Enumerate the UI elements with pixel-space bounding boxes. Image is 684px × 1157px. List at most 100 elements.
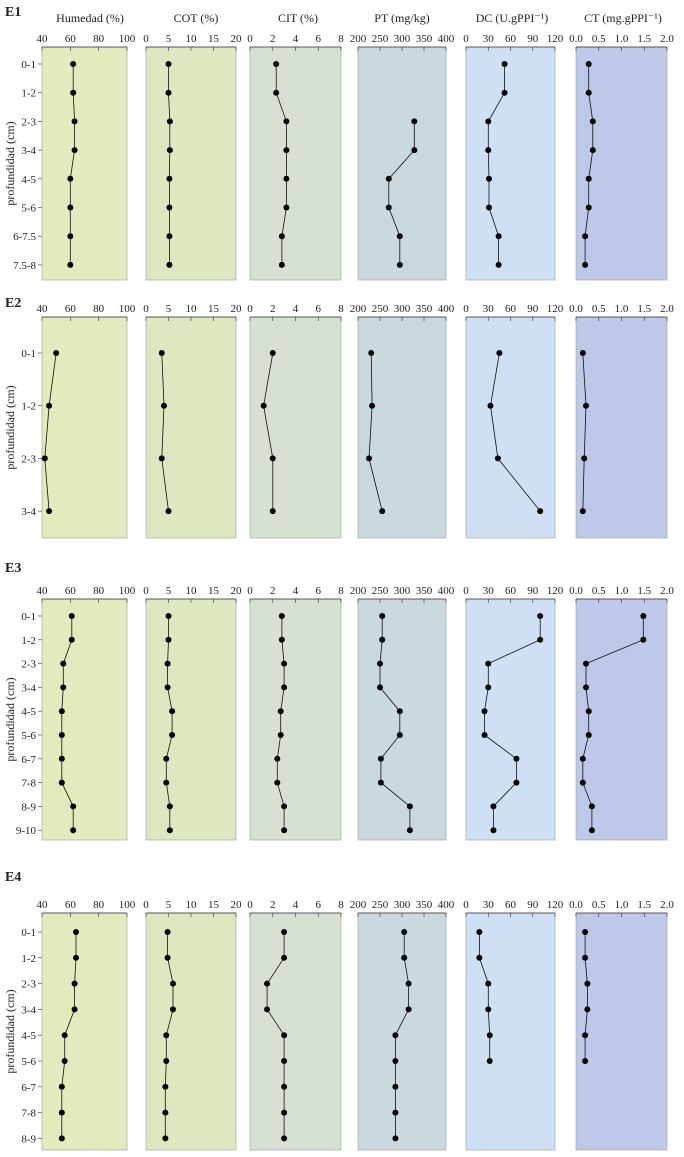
x-tick-label: 30: [483, 585, 495, 597]
depth-label: 2-3: [21, 659, 36, 671]
y-axis-label: profundidad (cm): [3, 121, 17, 205]
series-line: [276, 616, 285, 831]
depth-label: 8-9: [21, 1133, 36, 1145]
data-point: [283, 175, 290, 182]
x-tick-label: 0: [143, 585, 149, 597]
data-point: [283, 118, 290, 125]
depth-label: 2-3: [21, 979, 36, 991]
x-tick-label: 4: [293, 585, 299, 597]
depth-label: 6-7.5: [13, 231, 36, 243]
data-point: [485, 980, 492, 987]
data-point: [582, 233, 589, 240]
series-line: [379, 616, 411, 831]
depth-label: 9-10: [16, 825, 37, 837]
data-point: [281, 660, 288, 667]
data-point: [68, 613, 75, 619]
data-point: [377, 779, 384, 786]
x-tick-label: 60: [505, 899, 517, 911]
x-tick-label: 1.0: [615, 33, 629, 45]
data-point: [73, 954, 79, 961]
x-tick-label: 300: [394, 33, 411, 45]
depth-label: 4-5: [21, 706, 36, 718]
data-point: [485, 684, 492, 691]
x-tick-label: 15: [208, 899, 220, 911]
panel-bg: [145, 598, 237, 841]
data-point: [588, 827, 595, 834]
x-tick-label: 2: [270, 303, 276, 315]
data-point: [165, 61, 172, 67]
station-label: E4: [5, 870, 21, 885]
depth-label: 8-9: [21, 801, 36, 813]
data-point: [583, 660, 590, 667]
data-point: [377, 684, 383, 691]
x-tick-label: 350: [416, 585, 433, 597]
panel-bg: [249, 316, 342, 539]
x-tick-label: 30: [483, 899, 495, 911]
data-point: [589, 118, 596, 125]
data-point: [584, 1006, 591, 1013]
data-point: [41, 455, 48, 462]
x-tick-label: 5: [166, 899, 172, 911]
y-axis-label: profundidad (cm): [3, 989, 17, 1073]
x-tick-label: 250: [372, 303, 389, 315]
x-tick-label: 30: [483, 33, 495, 45]
data-point: [396, 261, 403, 268]
depth-label: 6-7: [21, 754, 36, 766]
data-point: [278, 636, 285, 643]
panel-bg: [465, 46, 556, 281]
panel-bg: [465, 316, 556, 539]
data-point: [281, 1058, 288, 1064]
data-point: [58, 1135, 65, 1142]
x-tick-label: 0: [143, 899, 149, 911]
series-line: [368, 352, 383, 512]
data-point: [579, 350, 586, 356]
data-point: [579, 779, 586, 786]
series-line: [161, 352, 169, 512]
data-point: [58, 708, 65, 715]
depth-label: 0-1: [21, 59, 36, 71]
data-point: [582, 261, 589, 268]
data-point: [164, 954, 171, 961]
data-point: [58, 732, 65, 738]
panel-bg: [145, 46, 237, 281]
x-tick-label: 40: [37, 585, 49, 597]
data-point: [166, 204, 173, 211]
data-point: [58, 1109, 65, 1116]
x-tick-label: 200: [350, 899, 367, 911]
data-point: [476, 954, 483, 961]
panel-bg: [575, 316, 668, 539]
data-point: [281, 827, 288, 834]
x-tick-label: 1.5: [637, 899, 651, 911]
x-tick-label: 0: [463, 585, 469, 597]
series-line: [484, 616, 541, 831]
data-point: [162, 1135, 169, 1142]
data-point: [583, 402, 590, 409]
data-point: [392, 1109, 399, 1116]
x-tick-label: 5: [166, 33, 172, 45]
x-tick-label: 80: [93, 585, 105, 597]
x-tick-label: 8: [338, 303, 344, 315]
data-point: [273, 89, 280, 96]
panel-bg: [145, 316, 237, 539]
data-point: [161, 402, 167, 409]
data-point: [269, 350, 276, 356]
data-point: [487, 402, 494, 409]
panel-bg: [575, 598, 668, 841]
data-point: [67, 175, 74, 182]
x-tick-label: 0: [247, 899, 253, 911]
panel-bg: [465, 598, 556, 841]
x-tick-label: 0: [463, 899, 469, 911]
data-point: [406, 803, 413, 810]
panel-bg: [357, 912, 447, 1151]
x-tick-label: 6: [316, 303, 322, 315]
data-point: [165, 613, 172, 619]
header-humedad: Humedad (%): [56, 11, 124, 25]
x-tick-label: 4: [293, 33, 299, 45]
series-line: [584, 64, 594, 265]
depth-label: 7.5-8: [13, 260, 36, 272]
x-tick-label: 20: [231, 303, 243, 315]
data-point: [46, 508, 53, 515]
data-point: [401, 929, 408, 935]
depth-label: 2-3: [21, 116, 36, 128]
